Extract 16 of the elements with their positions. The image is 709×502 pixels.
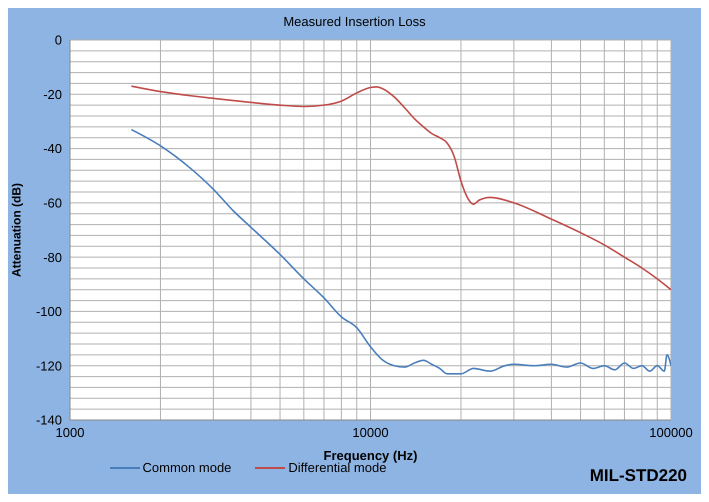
- y-tick-label: -80: [43, 250, 62, 265]
- y-tick-label: -60: [43, 195, 62, 210]
- y-tick-label: 0: [54, 32, 62, 48]
- x-axis-title: Frequency (Hz): [324, 448, 418, 463]
- text: MIL-STD220: [590, 466, 687, 486]
- x-tick-label: 10000: [352, 425, 389, 440]
- y-tick-label: -40: [43, 141, 62, 156]
- y-tick-label: -120: [36, 358, 62, 374]
- y-axis-title: Attenuation (dB): [9, 183, 24, 277]
- y-tick-label: -20: [43, 86, 62, 102]
- y-tick-label: -140: [36, 412, 62, 428]
- x-tick-label: 1000: [56, 425, 84, 440]
- y-tick-label: -100: [36, 304, 62, 320]
- legend-label: Common mode: [142, 460, 232, 475]
- chart-title: Measured Insertion Loss: [282, 14, 427, 31]
- x-tick-label: 100000: [649, 425, 693, 440]
